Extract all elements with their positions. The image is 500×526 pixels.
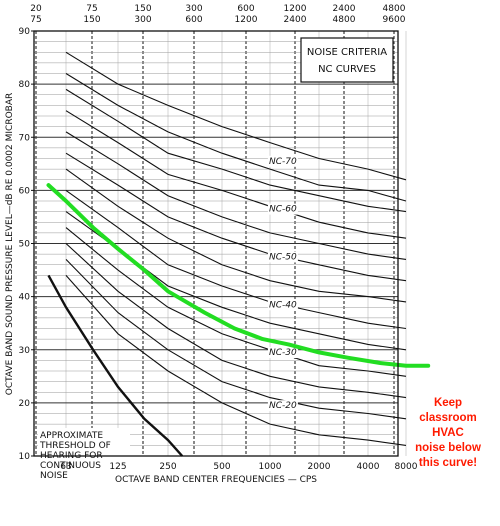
nc-curve-label: NC-40 [269, 300, 297, 310]
x-top-tick-lower: 600 [185, 15, 202, 25]
nc-label-bg [267, 299, 298, 311]
y-tick-label: 60 [19, 186, 31, 196]
nc-label-bg [267, 203, 298, 215]
chart-title-line: NC CURVES [318, 64, 376, 75]
threshold-label-line: CONTINUOUS [40, 461, 101, 471]
highlight-curve-line [46, 183, 431, 368]
title-box: NOISE CRITERIA NC CURVES [300, 37, 394, 83]
nc-curve-line [65, 73, 407, 202]
annotation-line: Keep [433, 397, 463, 409]
x-top-tick-lower: 300 [134, 15, 151, 25]
threshold-label-line: APPROXIMATE [40, 431, 103, 441]
x-axis-label: OCTAVE BAND CENTER FREQUENCIES — CPS [115, 475, 317, 485]
y-tick-label: 90 [19, 27, 31, 37]
threshold-curve-line [47, 274, 184, 457]
y-tick-label: 20 [19, 399, 31, 409]
x-top-tick-upper: 75 [86, 4, 97, 14]
y-tick-label: 40 [19, 293, 31, 303]
chart-title-line: NOISE CRITERIA [307, 47, 387, 58]
x-bottom-tick-label: 8000 [395, 462, 418, 472]
nc-curve-line [65, 51, 407, 181]
x-bottom-tick-label: 250 [159, 462, 176, 472]
x-top-tick-upper: 600 [237, 4, 254, 14]
x-bottom-tick-label: 63 [60, 462, 71, 472]
nc-label-bg [267, 251, 298, 263]
nc-curve-line [65, 243, 407, 399]
x-top-tick-lower: 9600 [383, 15, 406, 25]
nc-curve-label: NC-60 [269, 205, 297, 215]
x-bottom-tick-label: 2000 [308, 462, 331, 472]
nc-curve-label: NC-20 [269, 401, 297, 411]
annotation-line: classroom [419, 412, 477, 424]
nc-label-bg [267, 347, 298, 359]
nc-curve-label: NC-50 [269, 252, 297, 262]
x-top-tick-upper: 300 [185, 4, 202, 14]
chart-text: OCTAVE BAND CENTER FREQUENCIES — CPS OCTA… [5, 37, 394, 485]
annotation-line: this curve! [418, 457, 478, 469]
nc-curve-line [65, 88, 407, 213]
hvac-annotation: Keep classroom HVAC noise below this cur… [400, 396, 496, 471]
grid [34, 30, 407, 457]
x-bottom-tick-label: 500 [213, 462, 230, 472]
nc-curve-line [65, 227, 407, 377]
x-top-tick-lower: 150 [83, 15, 100, 25]
nc-curve-line [65, 168, 407, 303]
x-bottom-tick-label: 1000 [259, 462, 282, 472]
highlight-curve-group [46, 183, 431, 368]
nc-curve-line [65, 131, 407, 260]
nc-curve-label: NC-70 [269, 157, 297, 167]
x-top-tick-lower: 1200 [235, 15, 258, 25]
nc-label-bg [267, 155, 298, 167]
x-bottom-tick-label: 125 [109, 462, 126, 472]
threshold-label-bg [38, 428, 130, 478]
y-axis-label: OCTAVE BAND SOUND PRESSURE LEVEL—dB RE 0… [5, 93, 15, 395]
annotation-line: HVAC [432, 427, 464, 439]
threshold-label-line: NOISE [40, 471, 68, 481]
nc-curves: NC-70 NC-60 NC-50 NC-40 NC-30 NC-20 [65, 51, 407, 446]
y-tick-label: 70 [19, 133, 31, 143]
nc-curve-line [65, 275, 407, 446]
x-top-tick-lower: 4800 [333, 15, 356, 25]
title-frame [300, 37, 394, 83]
nc-curve-line [65, 152, 407, 282]
annotation-line: noise below [415, 442, 481, 454]
y-tick-label: 30 [19, 346, 31, 356]
axes: 10 20 30 40 50 60 70 80 90 63 125 250 500 1000 2000 400… [19, 4, 418, 472]
x-top-tick-upper: 4800 [383, 4, 406, 14]
nc-label-bg [267, 400, 298, 412]
x-top-tick-upper: 150 [134, 4, 151, 14]
x-top-tick-lower: 2400 [284, 15, 307, 25]
y-tick-label: 80 [19, 80, 31, 90]
x-top-tick-upper: 1200 [284, 4, 307, 14]
nc-curve-label: NC-30 [269, 348, 297, 358]
threshold-label-line: THRESHOLD OF [39, 441, 111, 451]
x-bottom-tick-label: 4000 [357, 462, 380, 472]
x-top-tick-upper: 2400 [333, 4, 356, 14]
x-top-tick-upper: 20 [30, 4, 42, 14]
nc-curve-line [65, 259, 407, 420]
y-tick-label: 10 [19, 452, 31, 462]
nc-curve-line [65, 189, 407, 330]
nc-curve-line [65, 110, 407, 239]
y-tick-label: 50 [19, 240, 31, 250]
x-top-tick-lower: 75 [30, 15, 41, 25]
